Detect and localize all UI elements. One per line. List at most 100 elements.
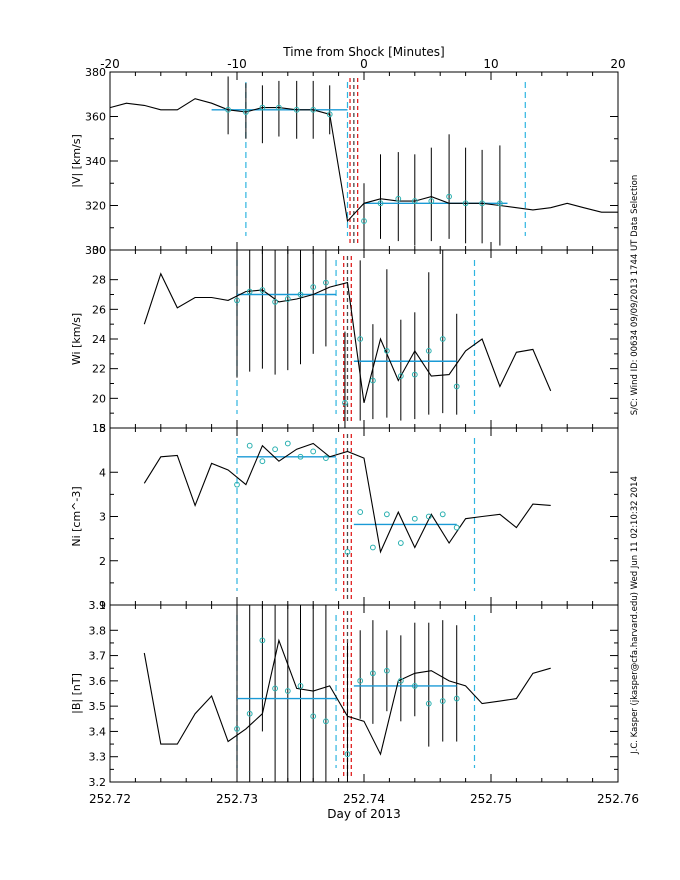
data-marker-w	[234, 297, 240, 304]
data-marker-b	[310, 713, 317, 720]
ytick-label-n: 5	[99, 422, 106, 435]
trace-line-v	[109, 98, 618, 223]
xtick-label: 252.74	[343, 792, 385, 806]
data-marker-b	[383, 667, 390, 674]
data-marker-n	[369, 544, 376, 551]
data-marker-b	[453, 695, 460, 702]
data-marker-b	[357, 677, 364, 684]
data-marker-b	[439, 698, 446, 704]
ytick-label-w: 20	[92, 392, 106, 405]
ylabel-w: Wi [km/s]	[70, 313, 83, 365]
data-marker-b	[344, 751, 351, 758]
data-marker-n	[411, 515, 418, 522]
data-marker-v	[428, 198, 435, 204]
data-marker-v	[242, 109, 249, 115]
ytick-label-b: 3.2	[89, 776, 107, 789]
data-marker-w	[453, 383, 460, 390]
trace-line-n	[143, 442, 551, 554]
trace-line-b	[143, 638, 551, 756]
data-marker-v	[310, 106, 317, 113]
ytick-label-b: 3.7	[89, 650, 107, 663]
data-marker-n	[234, 481, 240, 488]
data-marker-v	[462, 200, 469, 207]
ytick-label-n: 1	[99, 599, 106, 612]
data-marker-v	[259, 104, 266, 111]
data-marker-v	[276, 104, 282, 111]
panel-frame-n	[109, 427, 619, 606]
data-marker-w	[439, 336, 446, 342]
ytick-label-v: 320	[85, 200, 106, 213]
data-marker-n	[284, 440, 291, 447]
data-marker-v	[225, 106, 232, 113]
ytick-label-v: 340	[85, 155, 106, 168]
data-marker-v	[496, 200, 503, 207]
ytick-label-b: 3.5	[89, 700, 107, 713]
data-marker-n	[439, 511, 446, 518]
side-label-credit: J.C. Kasper (jkasper@cfa.harvard.edu) We…	[630, 476, 640, 755]
top-tick-label: 0	[360, 57, 368, 71]
data-marker-w	[284, 296, 291, 302]
data-marker-b	[425, 700, 432, 707]
ytick-label-w: 24	[92, 333, 106, 346]
data-marker-b	[411, 683, 418, 689]
data-marker-v	[361, 218, 367, 224]
data-marker-n	[383, 511, 390, 518]
data-marker-v	[446, 193, 452, 200]
panel-frame-b	[109, 604, 619, 783]
ytick-label-w: 26	[92, 303, 106, 316]
data-marker-n	[344, 549, 351, 555]
ytick-label-v: 300	[85, 244, 106, 257]
data-marker-w	[246, 288, 253, 295]
xtick-label: 252.73	[216, 792, 258, 806]
top-tick-label: 10	[483, 57, 498, 71]
top-axis-label: Time from Shock [Minutes]	[282, 45, 444, 59]
ylabel-v: |V| [km/s]	[70, 134, 83, 188]
ytick-label-w: 18	[92, 422, 106, 435]
ytick-label-v: 360	[85, 111, 106, 124]
data-marker-w	[357, 336, 364, 342]
data-marker-n	[425, 513, 432, 520]
data-marker-w	[297, 291, 304, 298]
data-marker-n	[357, 509, 364, 515]
xtick-label: 252.75	[470, 792, 512, 806]
ytick-label-b: 3.8	[89, 624, 107, 637]
ytick-label-b: 3.4	[89, 725, 107, 738]
data-marker-b	[272, 685, 279, 692]
data-marker-v	[411, 198, 418, 204]
ytick-label-w: 22	[92, 363, 106, 376]
data-marker-b	[369, 670, 376, 677]
data-marker-n	[246, 442, 253, 449]
data-marker-b	[397, 677, 404, 684]
data-marker-n	[323, 455, 329, 461]
ylabel-n: Ni [cm^-3]	[70, 486, 83, 546]
ytick-label-n: 4	[99, 466, 106, 479]
data-marker-w	[425, 347, 432, 354]
data-marker-n	[453, 524, 460, 531]
data-marker-n	[310, 448, 317, 455]
data-marker-v	[479, 200, 486, 207]
data-marker-w	[369, 377, 376, 384]
xtick-label: 252.76	[597, 792, 639, 806]
data-marker-n	[297, 453, 304, 460]
data-marker-b	[234, 726, 240, 732]
xtick-label: 252.72	[89, 792, 131, 806]
ytick-label-b: 3.6	[89, 675, 107, 688]
data-marker-v	[293, 106, 300, 113]
top-tick-label: -10	[227, 57, 247, 71]
data-marker-w	[323, 279, 329, 286]
data-marker-n	[259, 458, 266, 465]
data-marker-w	[259, 287, 266, 293]
data-marker-v	[377, 200, 384, 207]
trace-line-w	[143, 272, 552, 403]
data-marker-v	[326, 111, 333, 118]
top-tick-label: -20	[100, 57, 120, 71]
bottom-axis-label: Day of 2013	[327, 807, 400, 821]
ytick-label-v: 380	[85, 66, 106, 79]
data-marker-w	[383, 347, 390, 354]
data-marker-b	[259, 637, 266, 644]
ytick-label-w: 30	[92, 244, 106, 257]
data-marker-w	[397, 373, 404, 379]
data-marker-b	[246, 710, 253, 717]
